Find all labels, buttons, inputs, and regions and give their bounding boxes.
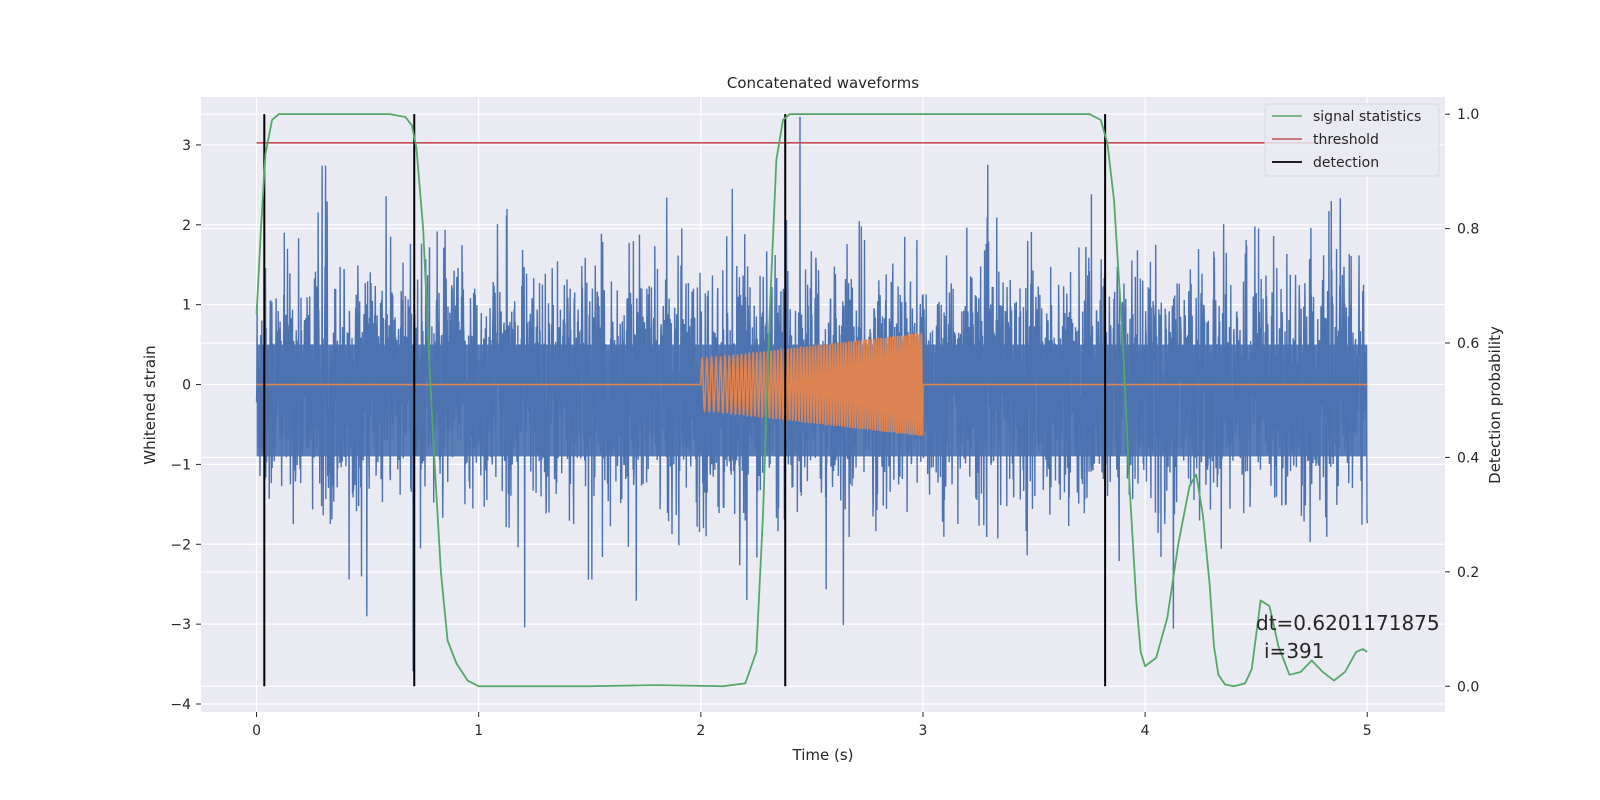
y-tick-label: 2 [182,218,191,234]
y-right-tick-label: 0.0 [1457,679,1479,695]
x-tick-label: 1 [474,723,483,739]
x-axis-label: Time (s) [792,746,854,764]
x-tick-label: 2 [696,723,705,739]
legend-label-threshold: threshold [1313,132,1379,148]
y-tick-label: 3 [182,138,191,154]
signal-statistics-line [255,113,1368,688]
legend-label-signal-statistics: signal statistics [1313,109,1421,125]
y-axis-label-right: Detection probability [1486,326,1504,484]
y-tick-label: −1 [170,457,191,473]
y-axis-label: Whitened strain [141,345,159,464]
annotation-dt: dt=0.6201171875 [1256,611,1440,635]
chirp-waveform [700,332,924,436]
y-tick-label: −3 [170,617,191,633]
chart-title: Concatenated waveforms [727,74,919,92]
y-tick-label: −2 [170,537,191,553]
legend: signal statistics threshold detection [1264,103,1440,177]
x-tick-label: 3 [919,723,928,739]
grid [201,97,1445,712]
ticks: 0 1 2 3 4 5 −4 −3 −2 −1 0 1 2 3 0.0 0.2 0.4 0.6 0.8 1.0 [170,107,1479,739]
chirp-series [256,332,1368,436]
y-tick-label: −4 [170,697,191,713]
y-right-tick-label: 0.4 [1457,450,1479,466]
y-tick-label: 0 [182,378,191,394]
legend-label-detection: detection [1313,155,1379,171]
y-right-tick-label: 0.8 [1457,222,1479,238]
y-right-tick-label: 0.6 [1457,336,1479,352]
y-right-tick-label: 1.0 [1457,107,1479,123]
x-tick-label: 4 [1141,723,1150,739]
x-tick-label: 0 [252,723,261,739]
probability-series [255,113,1368,688]
x-tick-label: 5 [1363,723,1372,739]
y-tick-label: 1 [182,298,191,314]
y-right-tick-label: 0.2 [1457,565,1479,581]
annotation-index: i=391 [1264,639,1325,663]
legend-frame [1264,103,1440,177]
